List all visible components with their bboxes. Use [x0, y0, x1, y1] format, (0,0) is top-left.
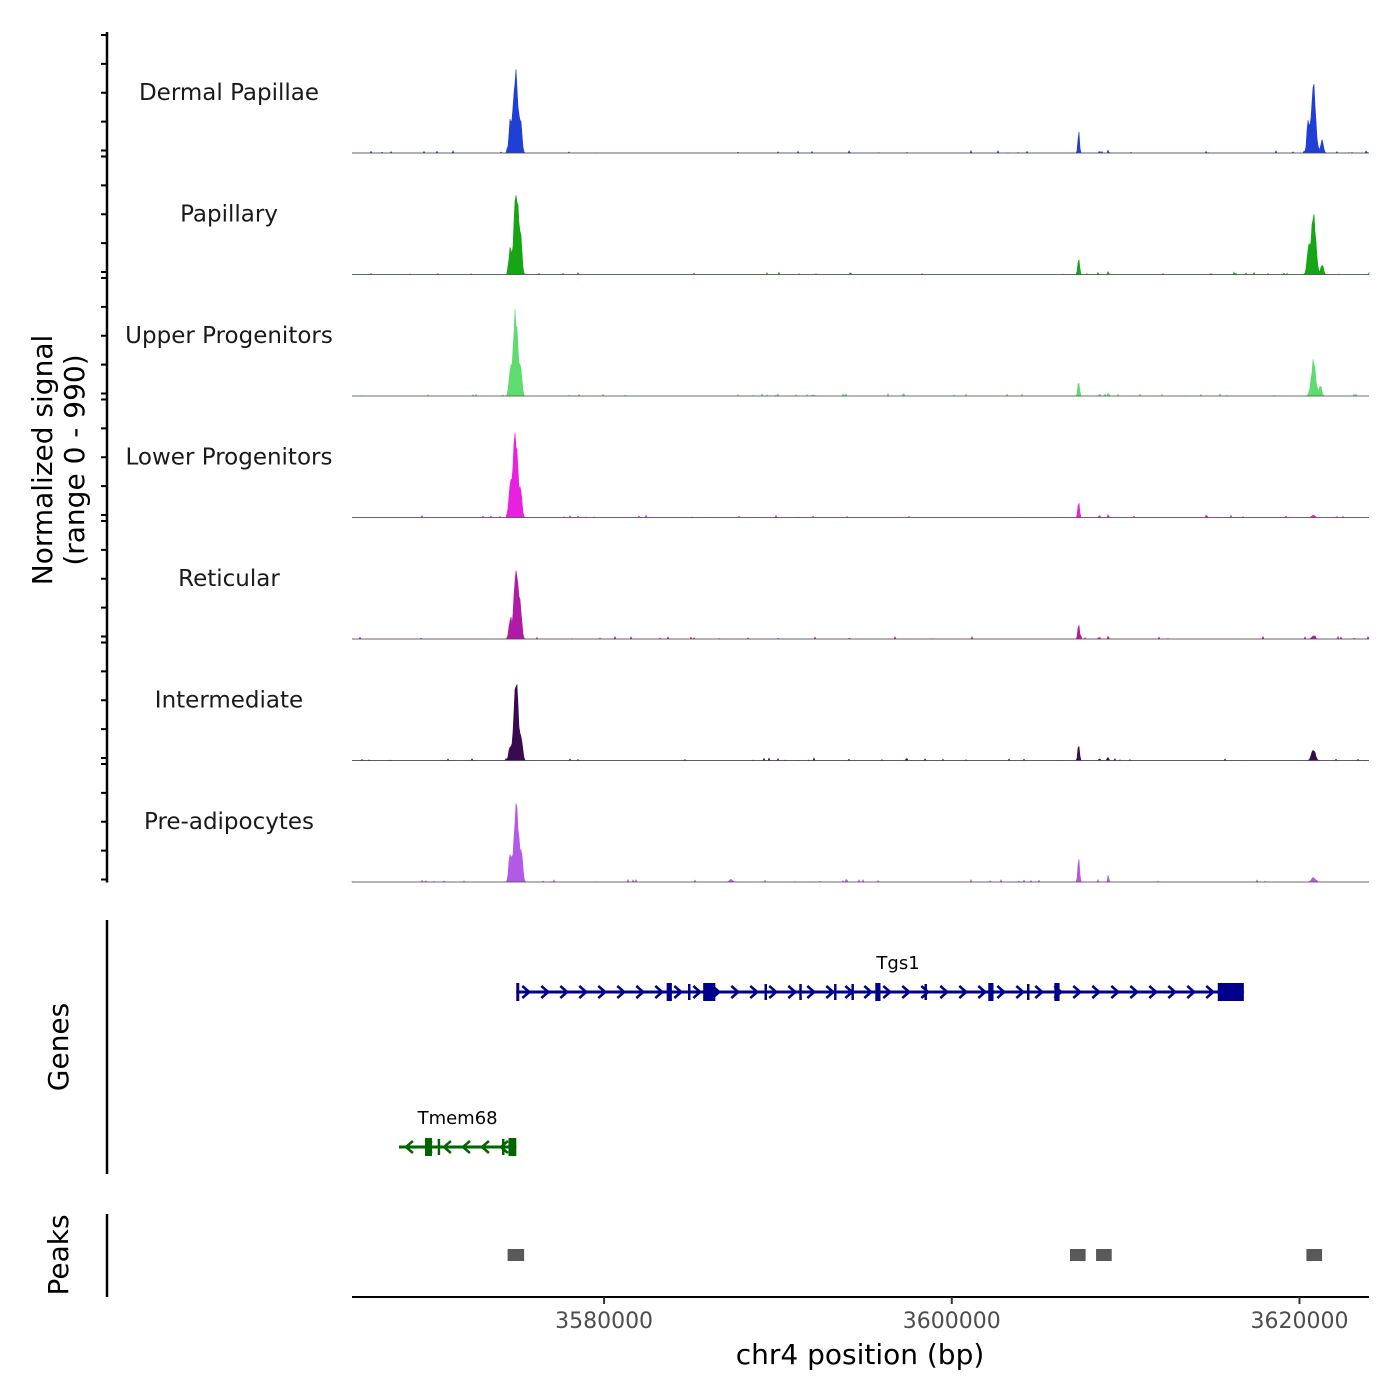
strand-arrow-tgs1 [1148, 985, 1159, 999]
x-tick-label: 3620000 [1250, 1309, 1348, 1334]
exon-tgs1 [1054, 983, 1060, 1001]
y-axis-title-line1: Normalized signal [26, 335, 59, 586]
strand-arrow-tgs1 [1205, 985, 1216, 999]
x-axis-ticks: 3580000 3600000 3620000 [555, 1297, 1348, 1334]
strand-arrow-tgs1 [730, 985, 741, 999]
strand-arrow-tgs1 [1072, 985, 1083, 999]
exon-tgs1 [1217, 983, 1244, 1001]
strand-arrow-tgs1 [749, 985, 760, 999]
peak-region [1069, 1249, 1086, 1261]
track-label-intermediate: Intermediate [155, 688, 303, 714]
exon-tgs1 [666, 983, 672, 1001]
gene-tmem68: Tmem68 [398, 1108, 517, 1156]
exon-tmem68 [425, 1138, 432, 1156]
strand-arrow-tgs1 [768, 985, 779, 999]
strand-arrow-tmem68 [404, 1140, 414, 1154]
strand-arrow-tmem68 [442, 1140, 452, 1154]
signal-area-upper-progenitors [352, 308, 1369, 397]
track-reticular: Reticular [178, 566, 1370, 640]
strand-arrow-tgs1 [901, 985, 912, 999]
signal-area-pre-adipocytes [351, 803, 1369, 883]
genes-panel: Tgs1 Tmem68 [398, 953, 1244, 1156]
strand-arrow-tmem68 [499, 1140, 509, 1154]
track-label-papillary: Papillary [180, 202, 278, 228]
track-label-dermal-papillae: Dermal Papillae [139, 80, 319, 106]
track-lower-progenitors: Lower Progenitors [126, 432, 1369, 518]
x-tick-label: 3600000 [903, 1309, 1001, 1334]
strand-arrow-tgs1 [787, 985, 798, 999]
strand-arrow-tgs1 [559, 985, 570, 999]
strand-arrow-tmem68 [480, 1140, 490, 1154]
strand-arrow-tgs1 [578, 985, 589, 999]
strand-arrow-tgs1 [863, 985, 874, 999]
strand-arrow-tgs1 [806, 985, 817, 999]
strand-arrow-tgs1 [825, 985, 836, 999]
strand-arrow-tgs1 [1015, 985, 1026, 999]
strand-arrow-tgs1 [977, 985, 988, 999]
peaks-title: Peaks [42, 1214, 75, 1295]
strand-arrow-tgs1 [597, 985, 608, 999]
strand-arrow-tgs1 [673, 985, 684, 999]
strand-arrow-tgs1 [616, 985, 627, 999]
strand-arrow-tgs1 [996, 985, 1007, 999]
strand-arrow-tgs1 [1186, 985, 1197, 999]
strand-arrow-tgs1 [882, 985, 893, 999]
strand-arrow-tmem68 [461, 1140, 471, 1154]
gene-label-tmem68: Tmem68 [417, 1108, 498, 1129]
x-tick-label: 3580000 [555, 1309, 653, 1334]
strand-arrow-tgs1 [521, 985, 532, 999]
strand-arrow-tgs1 [1110, 985, 1121, 999]
gene-tgs1: Tgs1 [516, 953, 1244, 1001]
track-pre-adipocytes: Pre-adipocytes [144, 803, 1369, 883]
track-papillary: Papillary [180, 195, 1370, 276]
strand-arrow-tgs1 [920, 985, 931, 999]
signal-area-intermediate [352, 683, 1369, 761]
strand-arrow-tgs1 [692, 985, 703, 999]
genes-title: Genes [42, 1003, 75, 1091]
peak-region [507, 1249, 525, 1261]
peaks-panel [507, 1249, 1323, 1261]
peak-region [1096, 1249, 1112, 1261]
track-dermal-papillae: Dermal Papillae [139, 69, 1369, 154]
strand-arrow-tgs1 [635, 985, 646, 999]
track-intermediate: Intermediate [155, 683, 1369, 761]
x-axis-title: chr4 position (bp) [736, 1338, 985, 1371]
strand-arrow-tgs1 [654, 985, 665, 999]
exon-tgs1 [875, 983, 881, 1001]
track-upper-progenitors: Upper Progenitors [125, 308, 1369, 397]
signal-area-dermal-papillae [352, 69, 1369, 154]
strand-arrow-tgs1 [1129, 985, 1140, 999]
track-label-pre-adipocytes: Pre-adipocytes [144, 809, 314, 835]
strand-arrow-tgs1 [958, 985, 969, 999]
signal-y-axis [101, 32, 109, 883]
strand-arrow-tgs1 [1034, 985, 1045, 999]
gene-label-tgs1: Tgs1 [875, 953, 919, 974]
signal-area-papillary [352, 195, 1370, 276]
track-label-upper-progenitors: Upper Progenitors [125, 323, 333, 349]
strand-arrow-tgs1 [1167, 985, 1178, 999]
track-label-reticular: Reticular [178, 566, 280, 592]
peak-region [1306, 1249, 1323, 1261]
exon-tgs1 [703, 983, 716, 1001]
signal-area-lower-progenitors [352, 432, 1369, 518]
strand-arrow-tgs1 [939, 985, 950, 999]
exon-tgs1 [516, 983, 520, 1001]
exon-tmem68 [508, 1138, 517, 1156]
y-axis-title-line2: (range 0 - 990) [58, 354, 91, 565]
strand-arrow-tgs1 [1091, 985, 1102, 999]
signal-area-reticular [352, 570, 1370, 640]
strand-arrow-tgs1 [540, 985, 551, 999]
signal-tracks: Dermal Papillae Papillary Upper Progenitor… [125, 69, 1370, 883]
exon-tgs1 [988, 983, 994, 1001]
track-label-lower-progenitors: Lower Progenitors [126, 445, 333, 471]
